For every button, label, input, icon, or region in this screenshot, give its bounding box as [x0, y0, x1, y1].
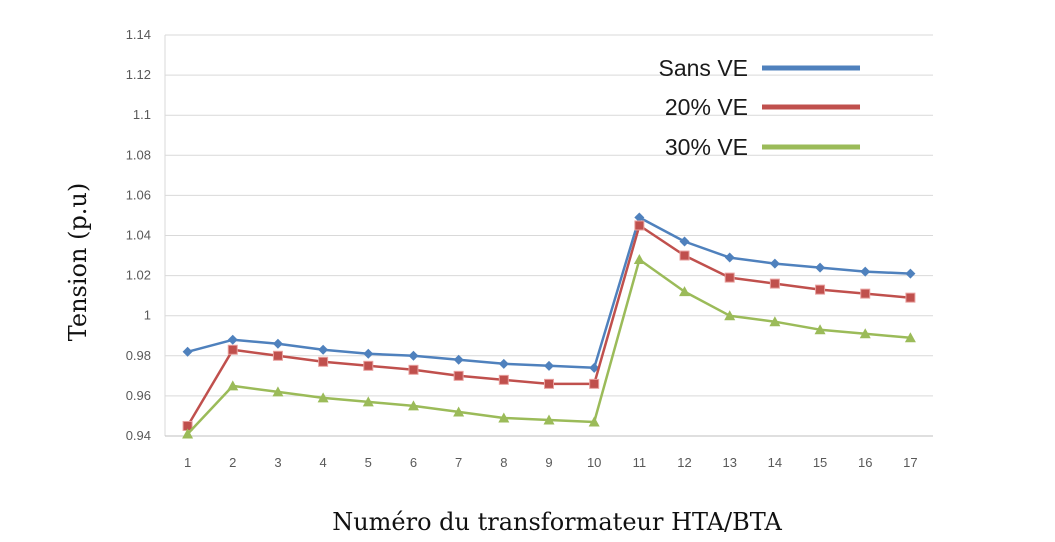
- data-point: [318, 344, 329, 355]
- data-point: [769, 258, 780, 269]
- data-point: [769, 278, 780, 289]
- series-3: [182, 254, 916, 439]
- y-tick-label: 1.04: [126, 228, 151, 243]
- data-point: [363, 348, 374, 359]
- x-tick-label: 1: [184, 455, 191, 470]
- data-point: [498, 412, 510, 423]
- y-tick-label: 0.94: [126, 428, 151, 443]
- data-point: [408, 350, 419, 361]
- data-point: [272, 350, 283, 361]
- data-point: [182, 428, 194, 439]
- x-tick-labels: 1 2 3 4 5 6 7 8 9 10 11 12 13 14 15 16 17: [184, 455, 918, 470]
- series-2: [182, 220, 916, 431]
- y-tick-label: 1.1: [133, 107, 151, 122]
- x-tick-label: 3: [274, 455, 281, 470]
- y-tick-label: 1.14: [126, 27, 151, 42]
- data-point: [724, 272, 735, 283]
- data-point: [453, 354, 464, 365]
- data-point: [272, 338, 283, 349]
- data-point: [498, 374, 509, 385]
- series-layer: [182, 212, 916, 439]
- data-point: [724, 310, 736, 321]
- data-point: [407, 400, 419, 411]
- data-point: [859, 328, 871, 339]
- data-point: [860, 266, 871, 277]
- data-point: [904, 332, 916, 343]
- data-point: [814, 324, 826, 335]
- data-point: [589, 378, 600, 389]
- y-tick-label: 1.08: [126, 147, 151, 162]
- data-point: [633, 254, 645, 265]
- x-tick-label: 9: [545, 455, 552, 470]
- x-tick-label: 8: [500, 455, 507, 470]
- data-point: [769, 316, 781, 327]
- gridlines: [165, 34, 933, 397]
- x-tick-label: 15: [813, 455, 827, 470]
- y-tick-label: 0.98: [126, 348, 151, 363]
- data-point: [634, 212, 645, 223]
- data-point: [453, 370, 464, 381]
- data-point: [905, 268, 916, 279]
- data-point: [815, 262, 826, 273]
- y-tick-label: 1.12: [126, 67, 151, 82]
- x-tick-label: 13: [722, 455, 736, 470]
- data-point: [544, 360, 554, 371]
- data-point: [634, 220, 645, 231]
- legend-label: 30% VE: [665, 134, 748, 160]
- x-tick-label: 2: [229, 455, 236, 470]
- data-point: [679, 250, 690, 261]
- data-point: [317, 392, 329, 403]
- data-point: [679, 236, 690, 247]
- legend: Sans VE 20% VE 30% VE: [659, 55, 860, 160]
- x-tick-label: 17: [903, 455, 917, 470]
- y-tick-label: 1: [144, 308, 151, 323]
- x-tick-label: 11: [633, 455, 647, 470]
- x-tick-label: 12: [677, 455, 691, 470]
- x-tick-label: 14: [768, 455, 782, 470]
- y-tick-label: 1.06: [126, 187, 151, 202]
- data-point: [860, 288, 871, 299]
- data-point: [227, 380, 239, 391]
- data-point: [498, 358, 509, 369]
- x-tick-label: 16: [858, 455, 872, 470]
- x-tick-label: 10: [587, 455, 601, 470]
- legend-label: 20% VE: [665, 94, 748, 120]
- legend-label: Sans VE: [659, 55, 749, 81]
- data-point: [544, 378, 554, 389]
- series-1: [182, 212, 916, 373]
- data-point: [272, 386, 284, 397]
- x-axis-title: Numéro du transformateur HTA/BTA: [332, 508, 782, 536]
- x-tick-label: 5: [365, 455, 372, 470]
- data-point: [589, 362, 600, 373]
- data-point: [815, 284, 826, 295]
- y-axis-title: Tension (p.u): [64, 183, 92, 342]
- data-point: [588, 416, 600, 427]
- data-point: [453, 406, 465, 417]
- y-tick-label: 1.02: [126, 268, 151, 283]
- data-point: [227, 334, 238, 345]
- data-point: [905, 292, 916, 303]
- data-point: [363, 360, 374, 371]
- data-point: [227, 344, 238, 355]
- x-tick-label: 4: [320, 455, 327, 470]
- data-point: [318, 356, 329, 367]
- data-point: [362, 396, 374, 407]
- x-tick-label: 7: [455, 455, 462, 470]
- data-point: [182, 346, 193, 357]
- y-tick-label: 0.96: [126, 388, 151, 403]
- data-point: [543, 414, 555, 425]
- data-point: [408, 364, 419, 375]
- y-tick-labels: 0.94 0.96 0.98 1 1.02 1.04 1.06 1.08 1.1 1.12 1.14: [126, 27, 151, 443]
- data-point: [679, 286, 691, 297]
- data-point: [724, 252, 735, 263]
- x-tick-label: 6: [410, 455, 417, 470]
